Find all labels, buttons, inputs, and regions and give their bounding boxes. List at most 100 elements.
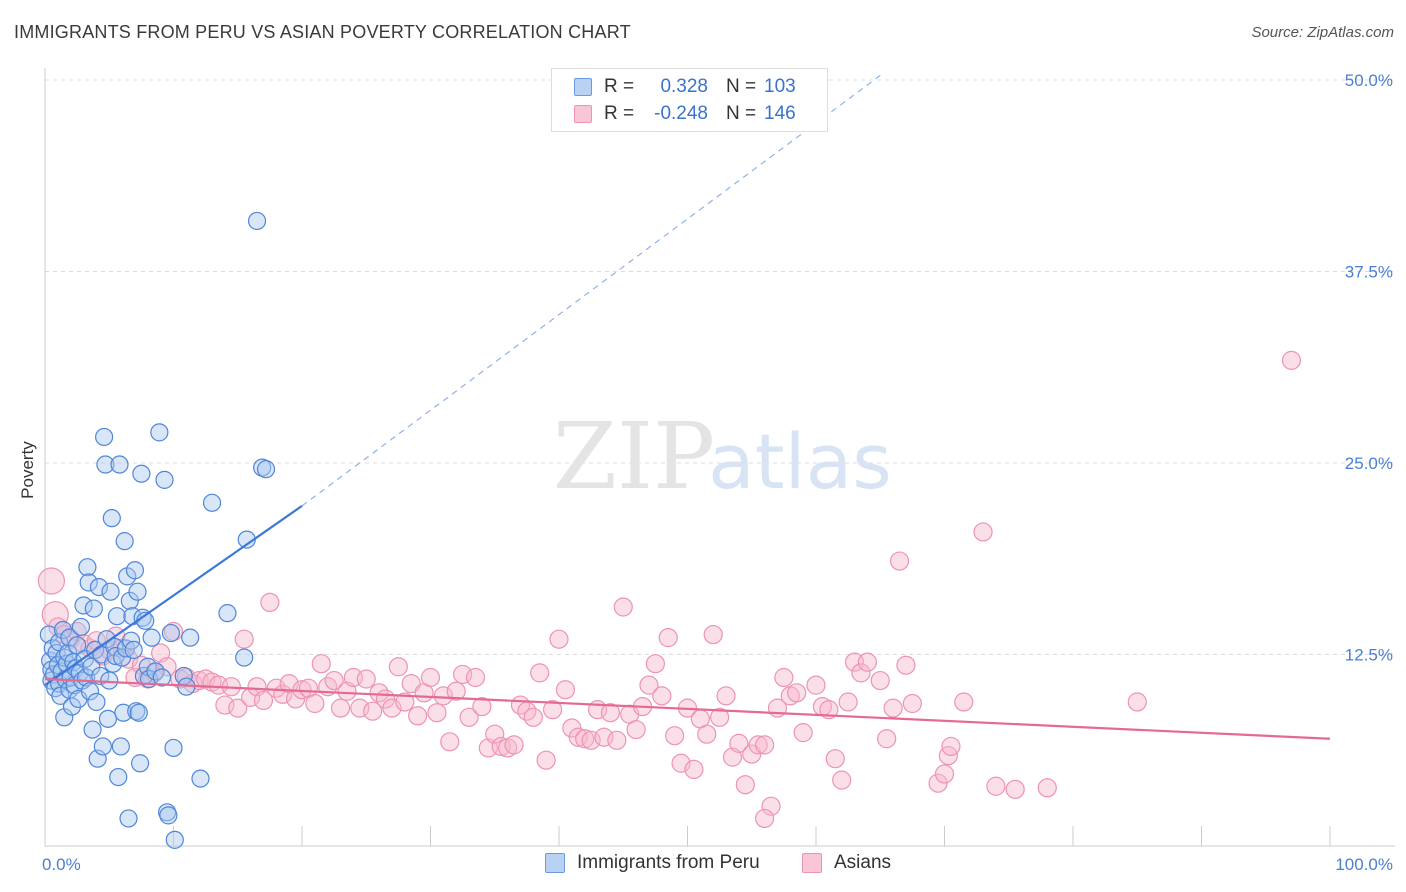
axes [44, 68, 1395, 847]
peru-point [78, 558, 97, 577]
legend-item-asians[interactable]: Asians [802, 852, 891, 874]
peru-point [80, 682, 100, 701]
asians-point [870, 670, 890, 691]
peru-point [111, 737, 130, 756]
peru-point [120, 591, 139, 610]
peru-point [235, 648, 254, 667]
asians-point [536, 750, 556, 770]
peru-point [218, 604, 237, 623]
peru-point [125, 561, 145, 580]
asians-point [408, 706, 428, 726]
asians-point [626, 719, 646, 740]
asians-trend-line [44, 677, 1331, 740]
asians-point [652, 686, 672, 706]
asians-point [973, 522, 993, 542]
peru-point [71, 617, 91, 637]
asians-point [459, 707, 479, 727]
gridlines [45, 79, 1395, 655]
peru-point [129, 703, 148, 722]
peru-point [142, 628, 161, 647]
y-tick-label: 50.0% [1345, 71, 1393, 90]
peru-point [39, 625, 58, 644]
asians-point [832, 770, 852, 790]
peru-point [256, 460, 276, 479]
peru-point [165, 830, 184, 849]
peru-point [115, 532, 134, 551]
asians-point [228, 698, 248, 718]
asians-point [954, 692, 974, 712]
peru-point [128, 582, 147, 601]
peru-point [110, 455, 129, 474]
asians-point [1005, 779, 1025, 799]
peru-point [157, 803, 177, 822]
peru-point [119, 809, 138, 828]
asians-point [523, 707, 543, 727]
asians-point [889, 551, 910, 571]
asians-point [446, 681, 466, 701]
peru-point [93, 737, 112, 756]
y-tick-label: 25.0% [1345, 454, 1393, 473]
asians-point [1127, 692, 1147, 712]
legend-n-label: N = [726, 76, 757, 97]
asians-point [703, 624, 723, 645]
asians-point [754, 735, 775, 755]
legend-r-value: 0.328 [660, 76, 708, 97]
asians-point [504, 735, 524, 755]
source-label: Source: ZipAtlas.com [1251, 24, 1394, 41]
peru-point [74, 596, 93, 615]
asians-point [710, 707, 730, 727]
peru-point [152, 668, 172, 687]
asians-point [793, 723, 813, 743]
asians-point [877, 729, 897, 749]
peru-points [39, 211, 276, 849]
peru-point [164, 738, 183, 758]
asians-point [787, 683, 807, 703]
asians-point [427, 703, 447, 723]
asians-point [311, 654, 331, 674]
asians-point [549, 629, 569, 649]
legend-r-label: R = [604, 103, 635, 124]
asians-point [253, 690, 274, 711]
legend-n-value: 103 [764, 76, 796, 97]
asians-point [234, 629, 254, 649]
peru-point [83, 720, 102, 739]
peru-point [155, 470, 174, 489]
legend-n-value: 146 [764, 103, 796, 124]
asians-point [754, 808, 775, 829]
peru-point [150, 423, 169, 442]
x-tick-labels: 0.0% 100.0% [42, 855, 1393, 874]
asians-point [729, 733, 749, 753]
asians-point [806, 675, 826, 695]
asians-point [305, 693, 325, 714]
peru-point [130, 754, 150, 773]
asians-point [645, 654, 665, 674]
y-tick-labels: 12.5% 25.0% 37.5% 50.0% [1345, 71, 1393, 665]
asians-point [542, 700, 563, 720]
asians-point [658, 628, 678, 648]
watermark-zip: ZIP [553, 403, 715, 510]
asians-point [465, 667, 486, 688]
peru-point [191, 769, 210, 788]
peru-point [247, 211, 267, 231]
asians-point [639, 675, 659, 695]
asians-point [613, 597, 633, 617]
asians-point [748, 735, 768, 755]
peru-point [159, 806, 178, 825]
asians-point [260, 592, 280, 613]
peru-point [132, 464, 151, 483]
peru-point [161, 623, 181, 643]
legend-row-peru: R = 0.328 N = 103 [574, 75, 796, 99]
x-tick-label: 100.0% [1335, 855, 1393, 874]
legend-r-value: -0.248 [654, 103, 708, 124]
asians-point [420, 667, 441, 688]
legend-item-peru[interactable]: Immigrants from Peru [545, 852, 760, 874]
asians-point [934, 764, 955, 784]
peru-point [89, 577, 109, 597]
peru-point [107, 607, 127, 626]
asians-swatch [574, 105, 592, 123]
asians-point [607, 730, 627, 750]
y-tick-label: 37.5% [1345, 263, 1393, 282]
asians-point [896, 655, 916, 675]
asians-point [330, 698, 351, 718]
asians-point [363, 701, 383, 721]
